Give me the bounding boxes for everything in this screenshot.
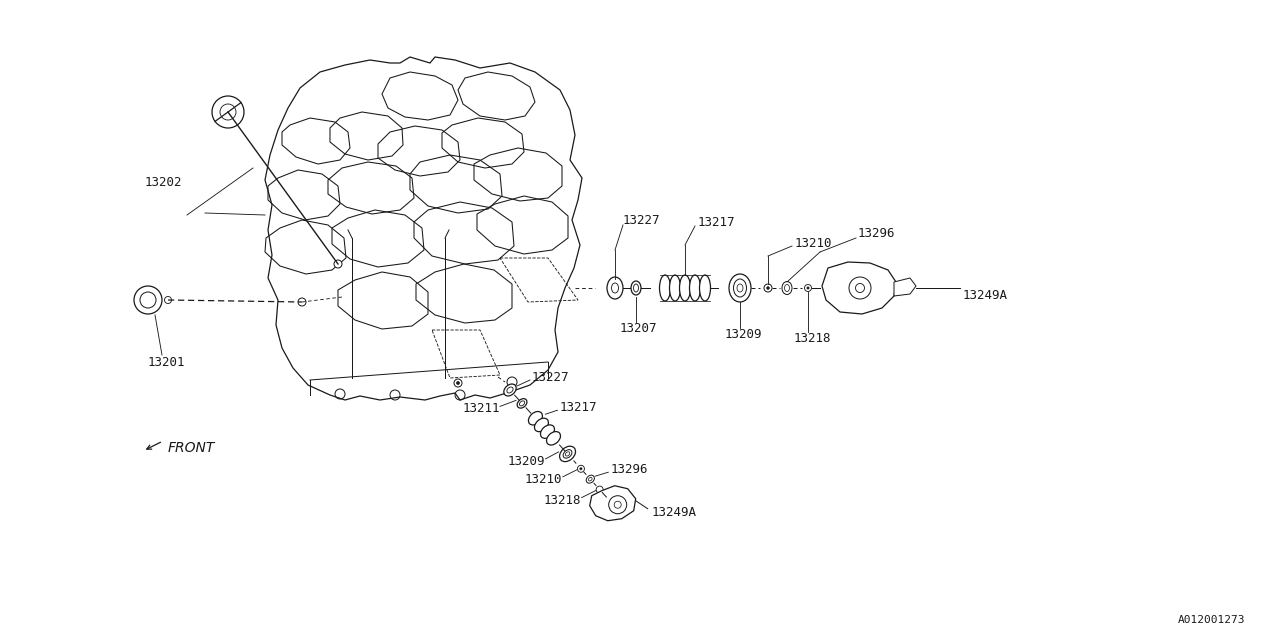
Text: 13217: 13217 — [559, 401, 596, 413]
Circle shape — [220, 104, 236, 120]
Circle shape — [596, 486, 603, 493]
Text: 13211: 13211 — [462, 402, 499, 415]
Ellipse shape — [669, 275, 681, 301]
Text: 13210: 13210 — [525, 473, 562, 486]
Text: 13218: 13218 — [794, 332, 832, 344]
Ellipse shape — [547, 431, 561, 445]
Text: 13227: 13227 — [532, 371, 570, 383]
Circle shape — [134, 286, 163, 314]
Text: 13209: 13209 — [724, 328, 763, 340]
Ellipse shape — [699, 275, 710, 301]
Circle shape — [298, 298, 306, 306]
Circle shape — [764, 284, 772, 292]
Text: 13210: 13210 — [795, 237, 832, 250]
Polygon shape — [893, 278, 916, 296]
Text: 13218: 13218 — [544, 494, 581, 507]
Circle shape — [457, 381, 460, 385]
Text: 13249A: 13249A — [652, 506, 696, 519]
Circle shape — [805, 285, 812, 291]
Circle shape — [580, 468, 582, 470]
Text: 13217: 13217 — [698, 216, 736, 228]
Circle shape — [767, 287, 769, 289]
Ellipse shape — [559, 446, 576, 461]
Text: 13249A: 13249A — [963, 289, 1009, 301]
Text: 13207: 13207 — [620, 321, 658, 335]
Ellipse shape — [631, 281, 641, 295]
Ellipse shape — [690, 275, 700, 301]
Text: 13227: 13227 — [623, 214, 660, 227]
Text: 13296: 13296 — [611, 463, 648, 476]
Ellipse shape — [535, 418, 548, 431]
Polygon shape — [590, 486, 636, 521]
Polygon shape — [822, 262, 896, 314]
Text: A012001273: A012001273 — [1178, 615, 1245, 625]
Circle shape — [334, 260, 342, 268]
Circle shape — [165, 296, 172, 303]
Ellipse shape — [607, 277, 623, 299]
Ellipse shape — [659, 275, 671, 301]
Ellipse shape — [782, 282, 792, 294]
Text: 13202: 13202 — [145, 175, 183, 189]
Text: 13201: 13201 — [148, 355, 186, 369]
Ellipse shape — [529, 412, 543, 425]
Text: 13296: 13296 — [858, 227, 896, 239]
Text: FRONT: FRONT — [168, 441, 215, 455]
Ellipse shape — [680, 275, 690, 301]
Ellipse shape — [586, 475, 594, 483]
Circle shape — [577, 465, 585, 472]
Ellipse shape — [517, 399, 527, 408]
Ellipse shape — [730, 274, 751, 302]
Ellipse shape — [540, 425, 554, 438]
Circle shape — [806, 287, 809, 289]
Text: 13209: 13209 — [508, 456, 545, 468]
Ellipse shape — [504, 384, 516, 396]
